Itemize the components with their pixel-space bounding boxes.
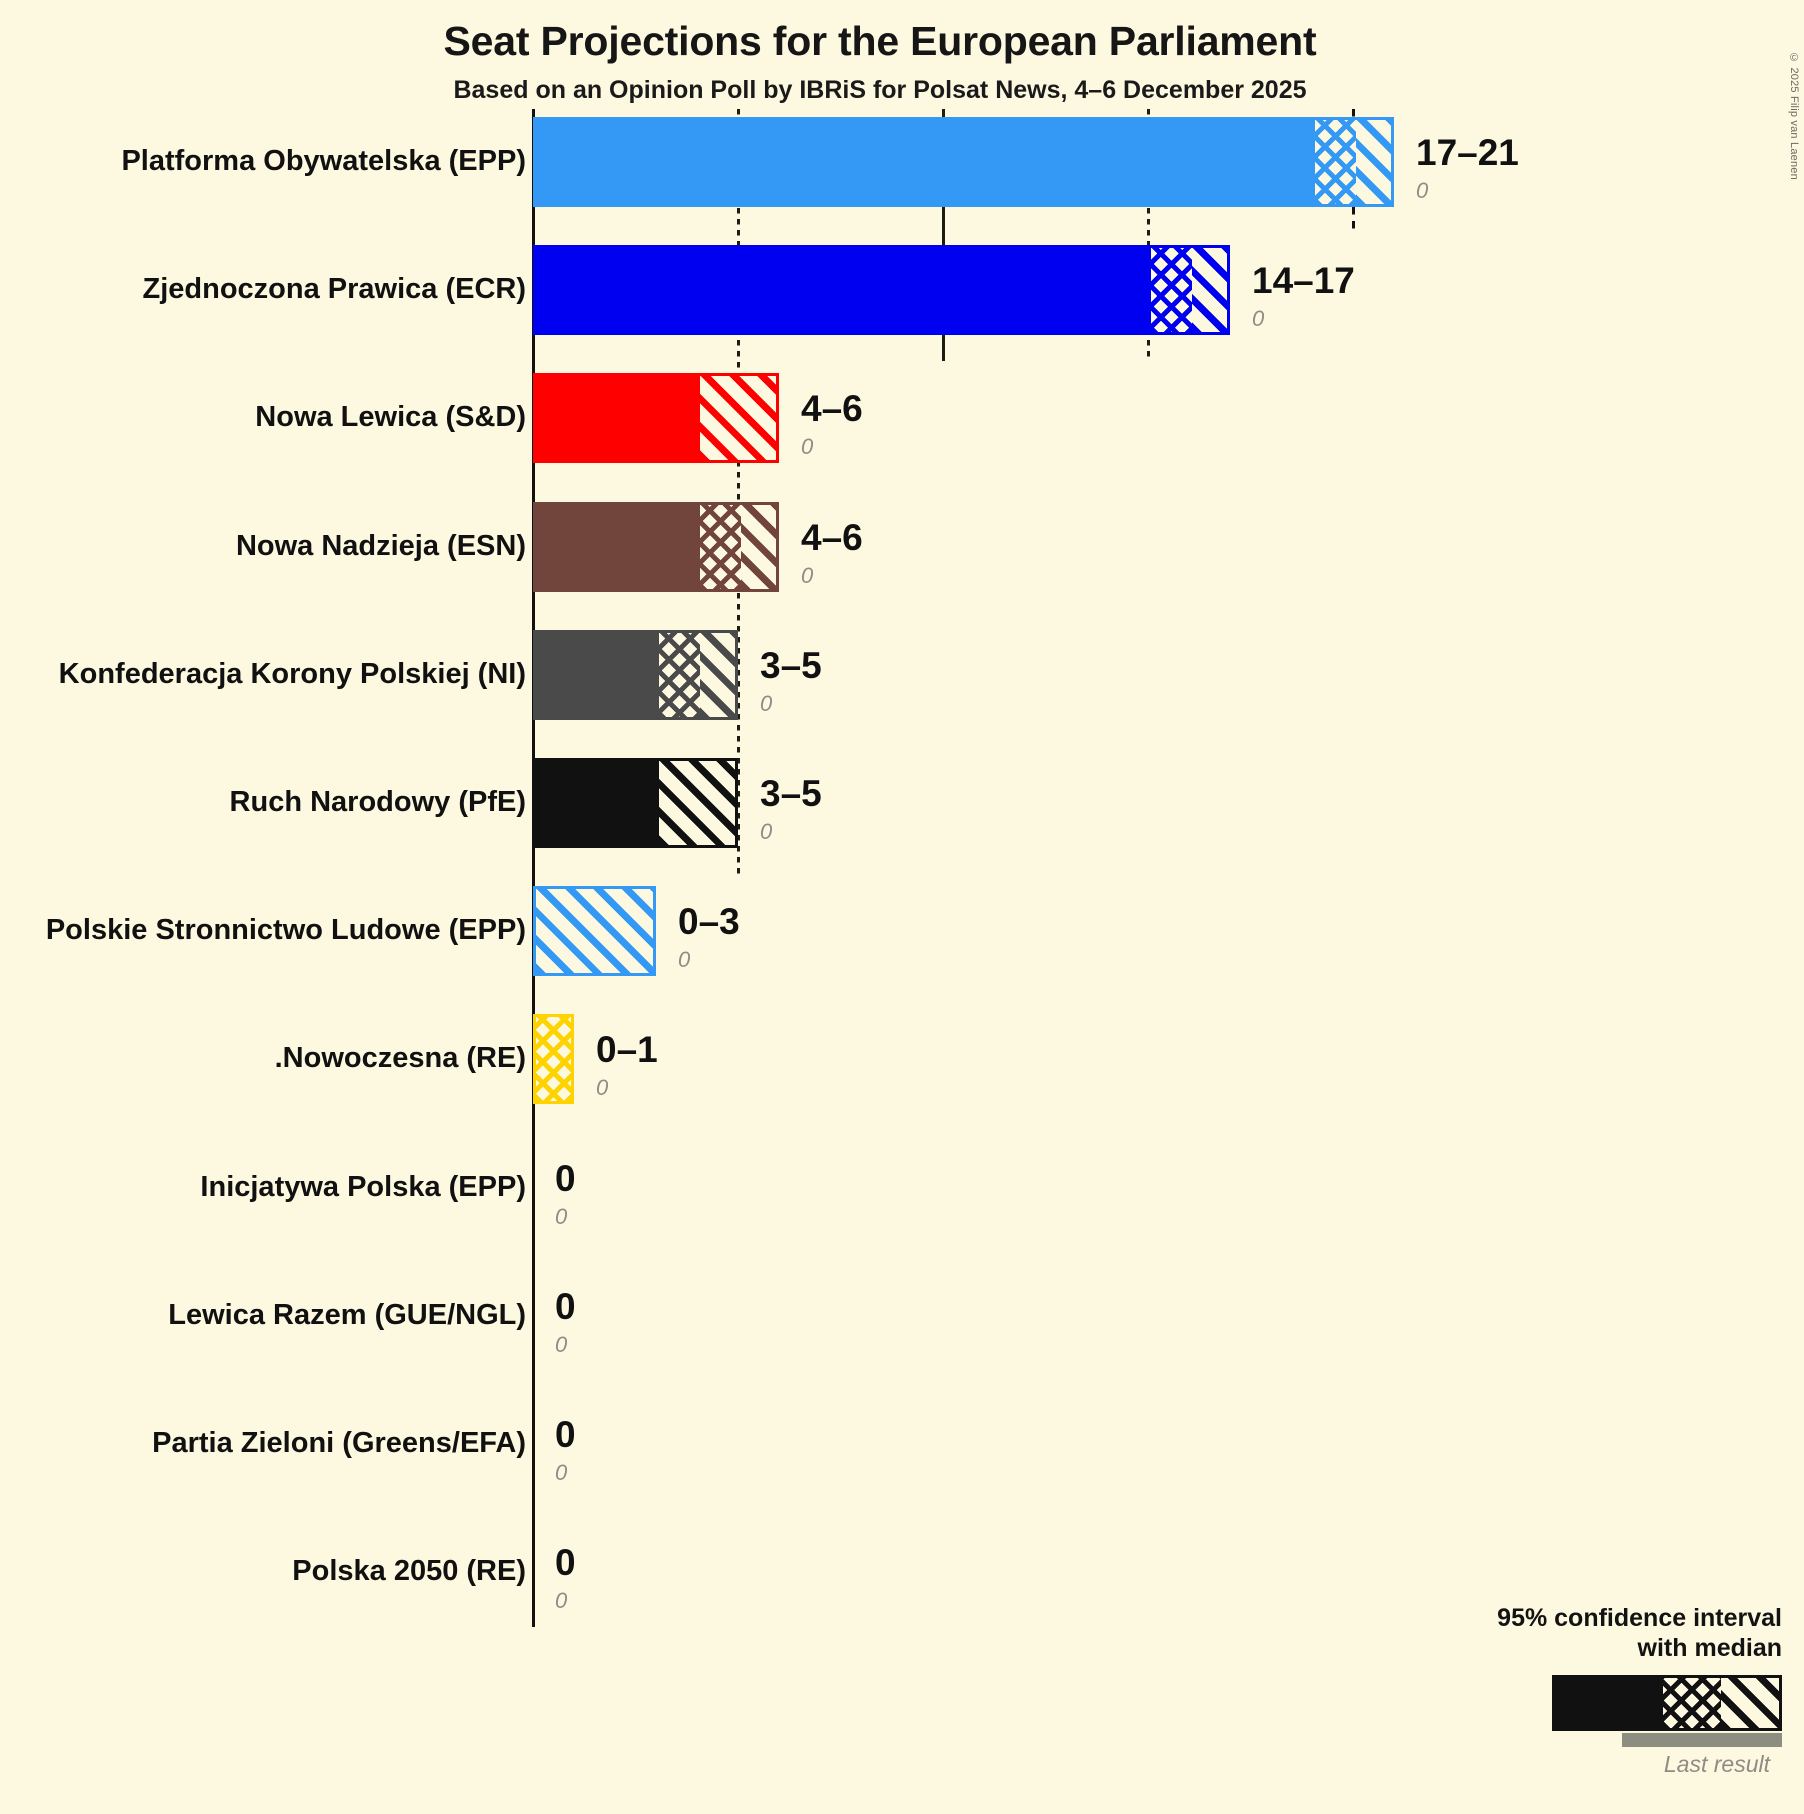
legend-swatch-wrap [1552, 1675, 1782, 1731]
ci-bar [533, 373, 779, 464]
category-label-2: Nowa Lewica (S&D) [255, 401, 526, 434]
ci-value-label: 4–6 [801, 388, 863, 430]
ci-value-label: 0 [555, 1414, 576, 1455]
legend-segment-hatch [1720, 1678, 1779, 1728]
bar-segment-median-crosshatch [536, 1017, 571, 1102]
last-result-label: 0 [555, 1331, 568, 1357]
bar-segment-median-crosshatch [700, 504, 741, 589]
legend-last-result-bar [1622, 1733, 1782, 1747]
ci-bar [533, 758, 738, 848]
bar-segment-upper-hatch [700, 632, 735, 717]
chart-legend: 95% confidence interval with median Last… [1362, 1604, 1782, 1778]
bar-segment-median-crosshatch [1151, 248, 1192, 333]
bar-segment-median-crosshatch [659, 632, 700, 717]
last-result-label: 0 [801, 562, 814, 588]
ci-bar [533, 117, 1394, 207]
chart-row: Inicjatywa Polska (EPP) 0 0 [0, 1143, 1804, 1233]
gridline-dotted-15 [1147, 109, 1150, 362]
legend-line-2: with median [1637, 1633, 1782, 1662]
page-title: Seat Projections for the European Parlia… [443, 18, 1317, 64]
chart-row: Ruch Narodowy (PfE) 3–5 0 [0, 758, 1804, 848]
chart-subtitle: Based on an Opinion Poll by IBRiS for Po… [453, 76, 1307, 104]
last-result-label: 0 [555, 1588, 568, 1614]
ci-value-label: 17–21 [1416, 132, 1519, 173]
legend-ci-swatch [1552, 1675, 1782, 1731]
last-result-label: 0 [1416, 178, 1429, 203]
category-label-6: Polskie Stronnictwo Ludowe (EPP) [45, 914, 526, 947]
last-result-label: 0 [678, 947, 691, 973]
bar-segment-solid [536, 248, 1151, 333]
category-label-10: Partia Zieloni (Greens/EFA) [152, 1427, 526, 1459]
last-result-label: 0 [760, 690, 773, 716]
chart-row: .Nowoczesna (RE) 0–1 0 [0, 1014, 1804, 1105]
category-label-3: Nowa Nadzieja (ESN) [235, 529, 526, 562]
bar-segment-median-crosshatch [1315, 120, 1356, 204]
gridline-solid-10 [942, 109, 945, 362]
bar-segment-solid [536, 632, 659, 717]
bar-segment-solid [536, 761, 659, 845]
last-result-label: 0 [596, 1075, 609, 1101]
ci-value-label: 0–3 [678, 901, 740, 943]
ci-bar [533, 501, 779, 592]
ci-value-label: 0 [555, 1542, 576, 1584]
legend-segment-solid [1555, 1678, 1663, 1728]
ci-bar [533, 245, 1230, 336]
ci-value-label: 3–5 [760, 773, 822, 814]
chart-row: Partia Zieloni (Greens/EFA) 0 0 [0, 1399, 1804, 1489]
category-label-8: Inicjatywa Polska (EPP) [200, 1170, 526, 1203]
last-result-label: 0 [1252, 306, 1265, 332]
chart-row: Konfederacja Korony Polskiej (NI) 3–5 0 [0, 629, 1804, 720]
ci-bar [533, 1014, 574, 1105]
bar-segment-upper-hatch [1356, 120, 1391, 204]
chart-row: Polska 2050 (RE) 0 0 [0, 1527, 1804, 1617]
bar-segment-solid [536, 120, 1315, 204]
category-label-9: Lewica Razem (GUE/NGL) [168, 1298, 526, 1331]
bar-segment-solid [536, 376, 700, 461]
bar-segment-upper-hatch [700, 376, 776, 461]
ci-value-label: 0–1 [596, 1029, 658, 1071]
copyright-notice: © 2025 Filip van Laenen [1788, 52, 1800, 180]
ci-value-label: 3–5 [760, 644, 822, 686]
ci-value-label: 0 [555, 1285, 576, 1327]
chart-row: Nowa Lewica (S&D) 4–6 0 [0, 373, 1804, 464]
last-result-label: 0 [555, 1203, 568, 1229]
category-label-4: Konfederacja Korony Polskiej (NI) [58, 657, 526, 690]
category-label-1: Zjednoczona Prawica (ECR) [142, 273, 526, 306]
bar-segment-upper-hatch [659, 761, 735, 845]
ci-value-label: 14–17 [1252, 260, 1355, 302]
last-result-label: 0 [555, 1460, 568, 1485]
chart-row: Platforma Obywatelska (EPP) 17–21 0 [0, 117, 1804, 207]
bar-segment-solid [536, 504, 700, 589]
gridline-dotted-5 [737, 109, 740, 875]
chart-row: Nowa Nadzieja (ESN) 4–6 0 [0, 501, 1804, 592]
chart-row: Zjednoczona Prawica (ECR) 14–17 0 [0, 245, 1804, 336]
category-label-5: Ruch Narodowy (PfE) [229, 786, 526, 818]
ci-bar [533, 886, 656, 977]
bar-segment-upper-hatch [536, 889, 653, 974]
category-label-0: Platforma Obywatelska (EPP) [121, 145, 526, 177]
category-label-11: Polska 2050 (RE) [292, 1555, 526, 1588]
legend-segment-crosshatch [1662, 1678, 1721, 1728]
bar-segment-upper-hatch [1192, 248, 1227, 333]
chart-row: Lewica Razem (GUE/NGL) 0 0 [0, 1271, 1804, 1361]
category-label-7: .Nowoczesna (RE) [274, 1042, 526, 1075]
ci-value-label: 0 [555, 1157, 576, 1199]
chart-row: Polskie Stronnictwo Ludowe (EPP) 0–3 0 [0, 886, 1804, 977]
bar-segment-upper-hatch [741, 504, 776, 589]
y-axis-line [532, 109, 535, 1628]
legend-line-1: 95% confidence interval [1497, 1604, 1782, 1632]
legend-last-result-label: Last result [1663, 1751, 1770, 1777]
last-result-label: 0 [760, 819, 773, 844]
last-result-label: 0 [801, 434, 814, 460]
ci-bar [533, 629, 738, 720]
ci-value-label: 4–6 [801, 516, 863, 558]
